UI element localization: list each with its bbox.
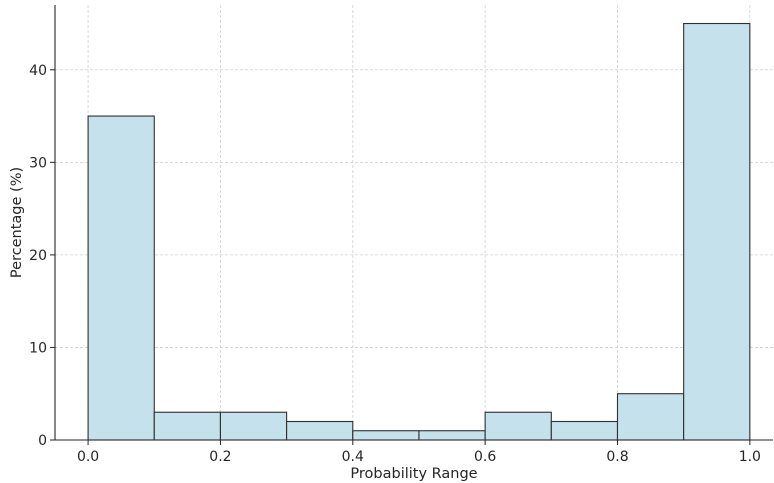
y-ticks: 0 10 20 30 40: [29, 63, 55, 449]
x-tick-label: 0.8: [606, 449, 628, 465]
x-tick-label: 0.0: [77, 449, 99, 465]
y-tick-label: 40: [29, 63, 47, 79]
y-tick-label: 10: [29, 340, 47, 356]
histogram-bar: [550, 420, 619, 441]
y-tick-label: 0: [38, 433, 47, 449]
histogram-bar: [87, 115, 155, 441]
histogram-bar: [683, 22, 751, 441]
histogram-bar: [418, 430, 486, 441]
y-axis-label: Percentage (%): [9, 167, 25, 278]
histogram-bar: [219, 411, 288, 441]
y-tick-label: 20: [29, 248, 47, 264]
histogram-bar: [616, 393, 685, 441]
x-ticks: 0.0 0.2 0.4 0.6 0.8 1.0: [77, 440, 761, 465]
bars: [87, 22, 751, 441]
histogram-bar: [286, 420, 354, 441]
histogram-bar: [153, 411, 221, 441]
axes: [54, 5, 773, 441]
histogram-bar: [352, 430, 420, 441]
y-tick-label: 30: [29, 155, 47, 171]
x-tick-label: 0.4: [342, 449, 364, 465]
x-axis-label: Probability Range: [350, 466, 477, 482]
x-tick-label: 0.2: [209, 449, 231, 465]
grid-lines: [55, 5, 773, 441]
histogram-bar: [484, 411, 552, 441]
x-tick-label: 1.0: [739, 449, 761, 465]
x-tick-label: 0.6: [474, 449, 496, 465]
